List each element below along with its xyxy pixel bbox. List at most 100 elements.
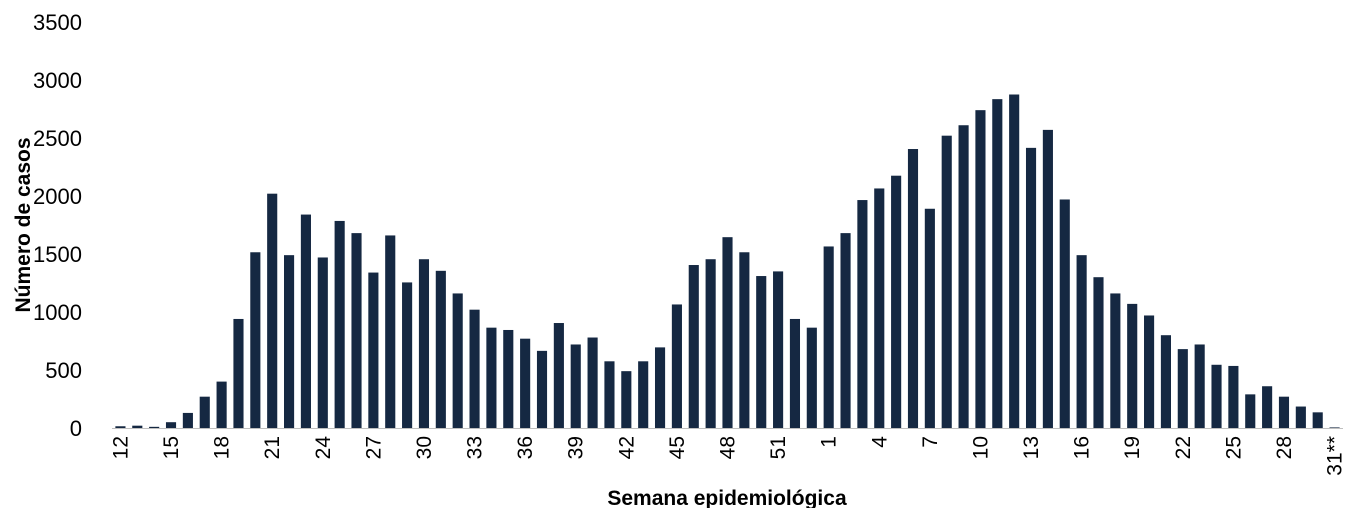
x-tick-label: 15 [160, 436, 183, 459]
bar [941, 135, 952, 428]
x-tick-label: 1 [818, 436, 841, 448]
x-tick-label: 24 [312, 436, 335, 460]
bar [1278, 396, 1290, 428]
bar [284, 255, 295, 428]
bar [233, 318, 244, 428]
bar [1177, 349, 1188, 428]
bar [402, 282, 413, 428]
bar [1110, 293, 1121, 428]
bar [300, 214, 311, 428]
x-tick-label: 7 [919, 436, 942, 448]
bar [553, 323, 564, 428]
bar [992, 99, 1003, 428]
bar [216, 381, 227, 428]
bar [250, 252, 261, 428]
x-tick-label: 18 [211, 436, 234, 459]
bar [857, 200, 868, 428]
bar [604, 361, 615, 428]
bar [1059, 199, 1070, 428]
y-tick-label: 1000 [33, 300, 82, 325]
bar [874, 188, 885, 428]
bar [823, 246, 834, 428]
bar [452, 293, 463, 428]
bar [132, 425, 143, 428]
bar [1093, 277, 1104, 428]
bar [587, 337, 598, 428]
bar [115, 426, 126, 428]
x-tick-label: 45 [666, 436, 689, 459]
x-tick-label: 12 [109, 436, 132, 459]
y-tick-label: 2000 [33, 184, 82, 209]
bar [199, 396, 210, 428]
bar [1228, 365, 1239, 428]
x-axis-title: Semana epidemiológica [607, 487, 847, 508]
x-tick-label: 22 [1172, 436, 1195, 459]
x-tick-label: 33 [464, 436, 487, 459]
x-tick-label: 10 [969, 436, 992, 459]
bar [671, 304, 682, 428]
bar [503, 329, 514, 428]
y-tick-label: 2500 [33, 126, 82, 151]
bar [1295, 406, 1306, 428]
bar [907, 149, 919, 428]
bar [1262, 386, 1273, 428]
bar [536, 350, 548, 428]
bar [520, 338, 531, 428]
bar [1245, 394, 1256, 428]
bar [1127, 303, 1138, 428]
bar [739, 252, 750, 428]
bar [789, 318, 801, 428]
y-tick-label: 0 [70, 416, 82, 441]
bar [1076, 255, 1087, 428]
bar [958, 125, 969, 429]
x-tick-label: 28 [1273, 436, 1296, 459]
x-tick-label: 39 [565, 436, 588, 459]
bar [368, 272, 379, 428]
bar [722, 237, 733, 428]
x-tick-label: 51 [767, 436, 790, 459]
bar [621, 371, 632, 428]
x-tick-label: 25 [1222, 436, 1245, 459]
bar [1042, 129, 1053, 428]
bar [317, 257, 328, 428]
y-tick-label: 500 [45, 358, 82, 383]
bar [1329, 427, 1340, 428]
bar [267, 193, 278, 428]
bar [435, 270, 446, 428]
y-axis-ticks: 0 500 1000 1500 2000 2500 3000 3500 [33, 10, 82, 441]
bar [149, 426, 160, 428]
bar [756, 276, 767, 428]
bar [1025, 147, 1037, 429]
x-tick-label: 4 [868, 436, 891, 448]
bar [486, 327, 497, 428]
x-tick-label: 16 [1071, 436, 1094, 459]
bar [165, 422, 177, 428]
bar [1194, 344, 1205, 428]
bar [1009, 94, 1020, 428]
x-tick-label: 21 [261, 436, 284, 459]
x-axis-ticks: 12 15 18 21 24 27 30 33 36 39 42 45 48 51 1 4 7 10 13 16 19 2… [109, 436, 1346, 476]
x-tick-label: 48 [717, 436, 740, 459]
x-tick-label: 30 [413, 436, 436, 459]
x-tick-label: 42 [615, 436, 638, 459]
bar [773, 271, 784, 428]
bar [418, 259, 430, 428]
bar [638, 361, 649, 428]
bars [115, 94, 1340, 429]
bar [688, 265, 699, 428]
x-tick-label: 19 [1121, 436, 1144, 459]
bar [924, 208, 935, 428]
x-tick-label: 13 [1020, 436, 1043, 459]
bar [806, 327, 817, 428]
bar [1211, 364, 1222, 428]
bar [469, 309, 480, 428]
bar [182, 412, 193, 428]
bar [891, 175, 902, 428]
y-tick-label: 1500 [33, 242, 82, 267]
bar [840, 233, 851, 428]
y-tick-label: 3000 [33, 68, 82, 93]
bar [1312, 412, 1323, 428]
bar [975, 110, 986, 428]
x-tick-label: 36 [514, 436, 537, 459]
